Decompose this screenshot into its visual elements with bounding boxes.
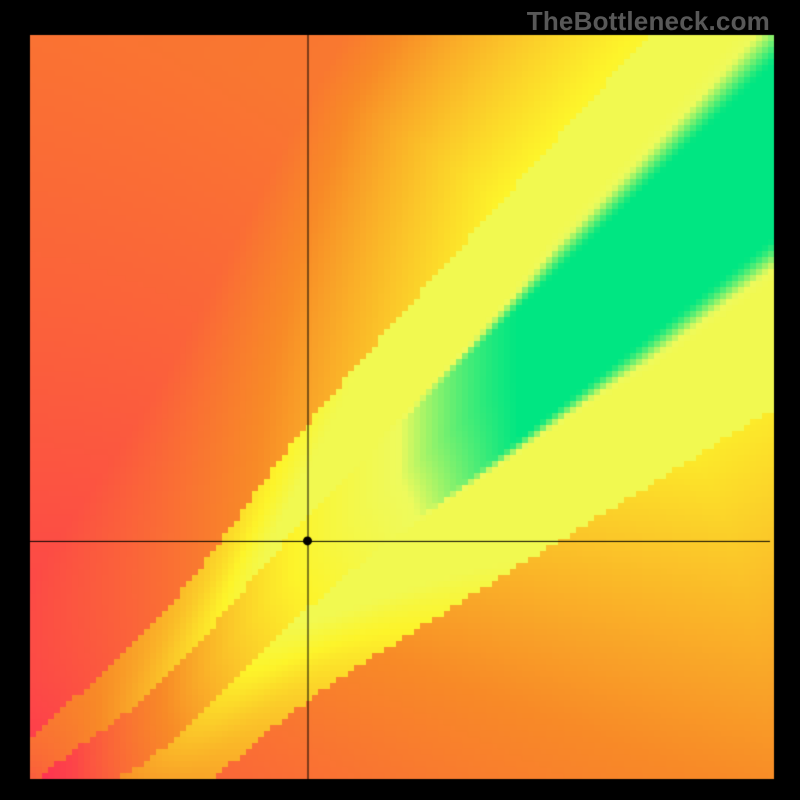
chart-container: TheBottleneck.com <box>0 0 800 800</box>
watermark-text: TheBottleneck.com <box>527 6 770 37</box>
bottleneck-heatmap <box>0 0 800 800</box>
